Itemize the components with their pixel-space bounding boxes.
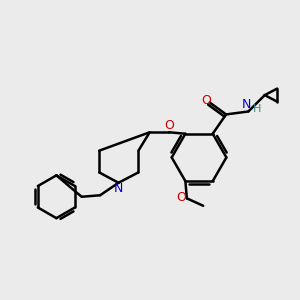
- Text: N: N: [242, 98, 252, 111]
- Text: N: N: [113, 182, 123, 195]
- Text: O: O: [164, 119, 174, 132]
- Text: O: O: [177, 191, 186, 204]
- Text: H: H: [253, 104, 262, 114]
- Text: O: O: [201, 94, 211, 107]
